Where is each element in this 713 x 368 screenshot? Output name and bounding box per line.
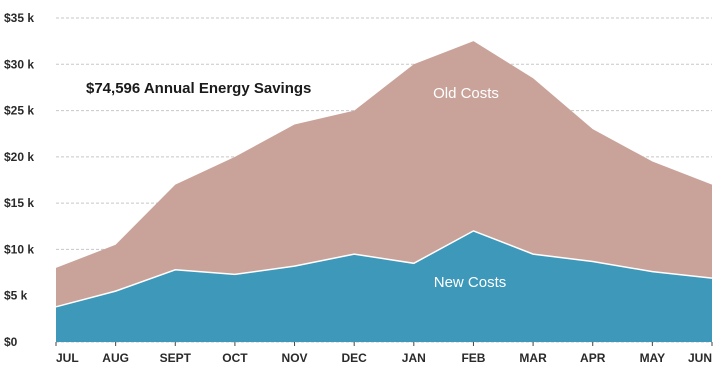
y-axis-ticks: $0 $5 k $10 k $15 k $20 k $25 k $30 k $35 k bbox=[4, 11, 34, 349]
x-tick-label: JAN bbox=[402, 351, 426, 365]
old-costs-label: Old Costs bbox=[433, 85, 499, 102]
new-costs-label: New Costs bbox=[434, 274, 507, 291]
x-tick-label: MAY bbox=[640, 351, 666, 365]
y-tick-label: $5 k bbox=[4, 289, 28, 303]
new-costs-line bbox=[55, 230, 713, 308]
x-tick-label: SEPT bbox=[160, 351, 192, 365]
x-tick-label: JUN bbox=[688, 351, 712, 365]
savings-annotation: $74,596 Annual Energy Savings bbox=[86, 80, 311, 97]
x-tick-label: DEC bbox=[342, 351, 368, 365]
y-tick-label: $35 k bbox=[4, 11, 34, 25]
x-tick-label: OCT bbox=[222, 351, 248, 365]
x-tick-label: APR bbox=[580, 351, 606, 365]
y-tick-label: $15 k bbox=[4, 196, 34, 210]
x-tick-label: AUG bbox=[102, 351, 129, 365]
y-tick-label: $20 k bbox=[4, 150, 34, 164]
y-tick-label: $0 bbox=[4, 335, 18, 349]
y-tick-label: $25 k bbox=[4, 104, 34, 118]
y-tick-label: $30 k bbox=[4, 57, 34, 71]
x-tick-label: JUL bbox=[56, 351, 79, 365]
x-tick-label: FEB bbox=[461, 351, 485, 365]
x-tick-label: NOV bbox=[282, 351, 308, 365]
x-tick-label: MAR bbox=[519, 351, 547, 365]
y-tick-label: $10 k bbox=[4, 242, 34, 256]
new-costs-area bbox=[56, 230, 712, 342]
x-axis-ticks: JUL AUG SEPT OCT NOV DEC JAN FEB MAR APR MAY JUN bbox=[55, 342, 713, 365]
